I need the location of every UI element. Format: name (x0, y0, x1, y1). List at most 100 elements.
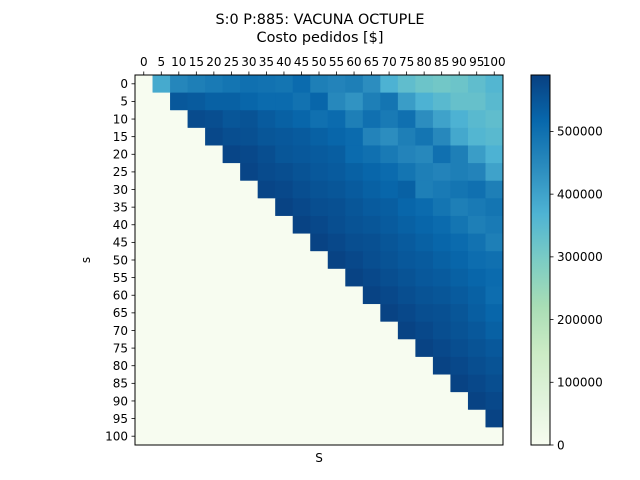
heatmap-cell (415, 233, 434, 252)
heatmap-cell (397, 339, 416, 358)
heatmap-cell (170, 110, 188, 129)
heatmap-cell (205, 427, 224, 446)
heatmap-cell (310, 145, 329, 164)
heatmap-cell (345, 392, 364, 411)
heatmap-cell (467, 75, 486, 94)
x-tick-label: 90 (452, 55, 467, 69)
heatmap-cell (380, 75, 399, 94)
heatmap-cell (362, 163, 381, 182)
heatmap-cell (380, 110, 399, 129)
heatmap-cell (467, 356, 486, 375)
heatmap-cell (327, 198, 346, 217)
heatmap-cell (152, 75, 171, 94)
heatmap-cell (257, 110, 276, 129)
y-tick-label: 50 (113, 253, 128, 267)
heatmap-cell (240, 251, 259, 270)
heatmap-cell (275, 304, 294, 323)
heatmap-cell (135, 163, 153, 182)
heatmap-cell (187, 409, 206, 428)
heatmap-cell (152, 409, 171, 428)
heatmap-cell (292, 251, 311, 270)
heatmap-cell (415, 251, 434, 270)
heatmap-cell (397, 409, 416, 428)
heatmap-cell (310, 356, 329, 375)
heatmap-cell (362, 268, 381, 287)
heatmap-cell (187, 427, 206, 446)
heatmap-cell (397, 268, 416, 287)
heatmap-cell (257, 427, 276, 446)
heatmap-cell (205, 180, 224, 199)
heatmap-cell (257, 215, 276, 234)
heatmap-cell (310, 180, 329, 199)
heatmap-cell (380, 145, 399, 164)
heatmap-cell (467, 321, 486, 340)
y-tick-label: 0 (120, 77, 128, 91)
heatmap-cell (222, 145, 241, 164)
heatmap-cell (135, 286, 153, 305)
heatmap-cell (152, 110, 171, 129)
heatmap-cell (222, 286, 241, 305)
heatmap-cell (275, 145, 294, 164)
heatmap-cell (397, 163, 416, 182)
heatmap-cell (187, 233, 206, 252)
heatmap-cell (275, 356, 294, 375)
heatmap-cell (187, 145, 206, 164)
heatmap-cell (152, 145, 171, 164)
heatmap-cell (135, 251, 153, 270)
heatmap-cell (240, 304, 259, 323)
heatmap-cell (275, 374, 294, 393)
heatmap-cell (415, 409, 434, 428)
heatmap-cell (327, 286, 346, 305)
heatmap-cell (345, 286, 364, 305)
heatmap-cell (152, 268, 171, 287)
heatmap-cell (415, 75, 434, 94)
heatmap-cell (485, 145, 504, 164)
heatmap-cell (380, 286, 399, 305)
heatmap-cell (205, 339, 224, 358)
heatmap-cell (170, 392, 188, 411)
heatmap-cell (327, 374, 346, 393)
heatmap-cell (257, 321, 276, 340)
heatmap-cell (397, 75, 416, 94)
heatmap-cell (362, 356, 381, 375)
heatmap-cell (485, 339, 504, 358)
heatmap-cell (205, 163, 224, 182)
heatmap-cell (257, 251, 276, 270)
heatmap-cell (415, 92, 434, 111)
heatmap-cell (187, 304, 206, 323)
heatmap-cell (327, 321, 346, 340)
heatmap-cell (415, 321, 434, 340)
heatmap-cell (240, 110, 259, 129)
heatmap-cell (187, 321, 206, 340)
x-tick-label: 80 (417, 55, 432, 69)
y-tick-label: 75 (113, 341, 128, 355)
heatmap-cell (345, 268, 364, 287)
chart-title: S:0 P:885: VACUNA OCTUPLE (215, 12, 425, 28)
heatmap-cell (415, 180, 434, 199)
heatmap-cell (205, 374, 224, 393)
heatmap-cell (432, 127, 451, 146)
colorbar (530, 74, 551, 446)
heatmap-cell (152, 127, 171, 146)
x-axis-label: S (315, 451, 323, 465)
heatmap-cell (310, 251, 329, 270)
heatmap-cell (257, 339, 276, 358)
colorbar-tick-label: 0 (557, 438, 565, 452)
heatmap-cell (380, 233, 399, 252)
heatmap-cell (380, 215, 399, 234)
heatmap-cell (222, 127, 241, 146)
heatmap-cell (257, 180, 276, 199)
heatmap-cell (240, 145, 259, 164)
heatmap-cell (152, 356, 171, 375)
heatmap-cell (397, 110, 416, 129)
heatmap-cell (450, 215, 469, 234)
heatmap-cell (222, 215, 241, 234)
heatmap-cell (205, 356, 224, 375)
heatmap-cell (415, 304, 434, 323)
y-tick-label: 45 (113, 236, 128, 250)
heatmap-cell (257, 92, 276, 111)
heatmap-cell (187, 92, 206, 111)
x-tick-label: 50 (311, 55, 326, 69)
